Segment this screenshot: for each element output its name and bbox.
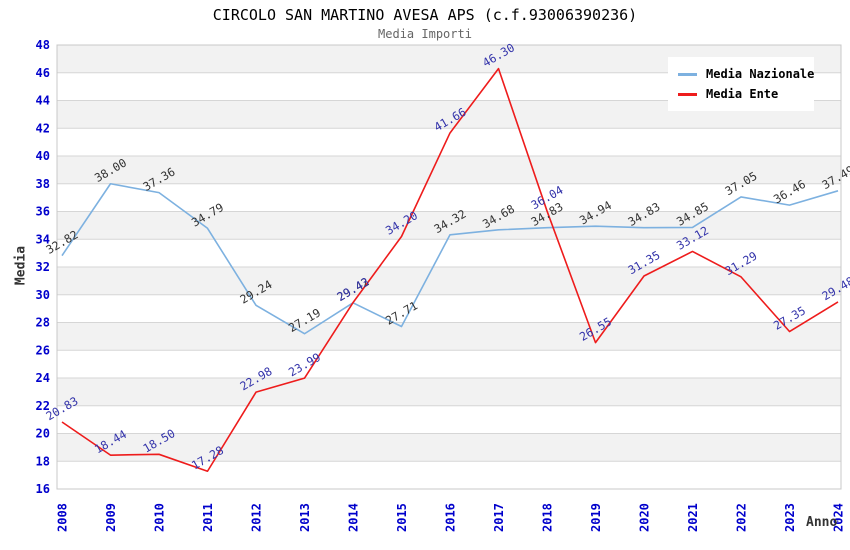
background-band xyxy=(57,433,841,462)
y-tick-label: 44 xyxy=(36,94,50,108)
legend-item-media-ente: Media Ente xyxy=(678,84,814,104)
x-tick-label: 2023 xyxy=(783,503,797,532)
x-tick-label: 2010 xyxy=(153,503,167,532)
background-band xyxy=(57,156,841,184)
series-line-media-ente xyxy=(61,67,839,473)
x-tick-label: 2017 xyxy=(492,503,506,532)
x-tick-label: 2013 xyxy=(298,503,312,532)
plot-border xyxy=(56,44,842,490)
x-tick-label: 2008 xyxy=(56,503,70,532)
y-tick-label: 24 xyxy=(36,371,50,385)
y-tick-label: 32 xyxy=(36,260,50,274)
legend-label-media-nazionale: Media Nazionale xyxy=(706,67,815,81)
y-tick-label: 22 xyxy=(36,399,50,413)
y-tick-label: 30 xyxy=(36,288,50,302)
y-tick-label: 18 xyxy=(36,454,50,468)
background-band xyxy=(57,378,841,406)
legend-swatch-media-nazionale xyxy=(678,72,697,76)
background-band xyxy=(57,322,841,351)
x-tick-label: 2021 xyxy=(686,503,700,532)
x-tick-label: 2018 xyxy=(541,503,555,532)
y-tick-label: 48 xyxy=(36,38,50,52)
y-tick-label: 36 xyxy=(36,205,50,219)
legend-label-media-ente: Media Ente xyxy=(706,87,779,101)
chart-subtitle: Media Importi xyxy=(378,27,472,41)
y-tick-label: 26 xyxy=(36,343,50,357)
x-tick-label: 2020 xyxy=(638,503,652,532)
y-tick-label: 40 xyxy=(36,149,50,163)
background-band xyxy=(57,267,841,295)
y-tick-label: 34 xyxy=(36,232,50,246)
series-line-media-nazionale xyxy=(61,182,839,335)
y-tick-label: 46 xyxy=(36,66,50,80)
legend-item-media-nazionale: Media Nazionale xyxy=(678,64,814,84)
x-tick-label: 2019 xyxy=(589,503,603,532)
x-tick-label: 2024 xyxy=(832,503,846,532)
x-tick-label: 2016 xyxy=(444,503,458,532)
y-tick-label: 42 xyxy=(36,121,50,135)
x-tick-label: 2015 xyxy=(395,503,409,532)
y-tick-label: 16 xyxy=(36,482,50,496)
x-tick-label: 2014 xyxy=(347,503,361,532)
x-tick-label: 2011 xyxy=(201,503,215,532)
x-tick-label: 2009 xyxy=(104,503,118,532)
x-tick-label: 2012 xyxy=(250,503,264,532)
legend: Media Nazionale Media Ente xyxy=(668,57,814,111)
y-tick-label: 20 xyxy=(36,427,50,441)
point-label: 23.99 xyxy=(286,350,323,379)
x-tick-label: 2022 xyxy=(735,503,749,532)
y-tick-label: 28 xyxy=(36,316,50,330)
legend-swatch-media-ente xyxy=(678,92,697,96)
x-axis-label: Anno xyxy=(806,515,838,530)
y-tick-label: 38 xyxy=(36,177,50,191)
chart-title: CIRCOLO SAN MARTINO AVESA APS (c.f.93006… xyxy=(212,6,638,24)
